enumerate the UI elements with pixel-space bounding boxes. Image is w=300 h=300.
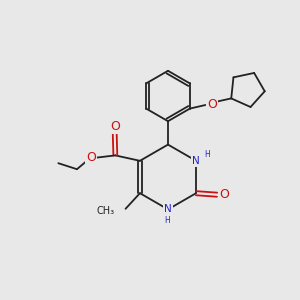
Text: N: N [164, 204, 172, 214]
Text: CH₃: CH₃ [96, 206, 114, 216]
Text: O: O [207, 98, 217, 111]
Text: H: H [205, 150, 210, 159]
Text: N: N [192, 156, 200, 166]
Text: O: O [219, 188, 229, 201]
Text: O: O [86, 151, 96, 164]
Text: O: O [110, 120, 120, 133]
Text: H: H [164, 216, 170, 225]
